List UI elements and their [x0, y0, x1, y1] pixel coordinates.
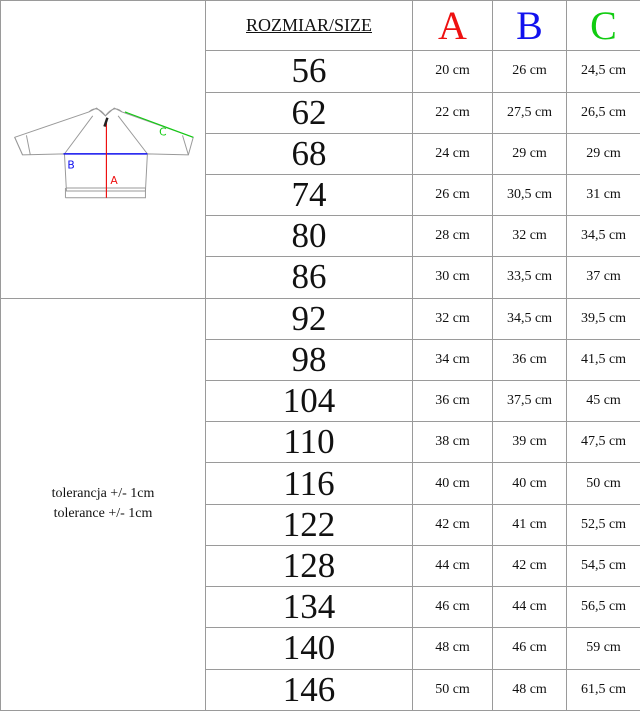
- diagram-label-a: A: [110, 174, 118, 187]
- size-cell: 116: [205, 462, 413, 505]
- measure-b-cell: 41 cm: [492, 503, 567, 546]
- measure-b-cell: 34,5 cm: [492, 297, 567, 340]
- measure-c-cell: 34,5 cm: [566, 215, 640, 258]
- measure-a-cell: 20 cm: [412, 50, 493, 93]
- measure-c-cell: 29 cm: [566, 132, 640, 175]
- size-cell: 110: [205, 421, 413, 464]
- measure-c-cell: 45 cm: [566, 380, 640, 423]
- size-cell: 68: [205, 132, 413, 175]
- diagram-label-b: B: [67, 159, 74, 172]
- measure-b-cell: 40 cm: [492, 462, 567, 505]
- measure-b-cell: 29 cm: [492, 132, 567, 175]
- table-row: 146 50 cm 48 cm 61,5 cm: [1, 668, 640, 711]
- measure-b-cell: 42 cm: [492, 544, 567, 588]
- size-cell: 92: [205, 297, 413, 340]
- measure-c-cell: 24,5 cm: [566, 50, 640, 93]
- measure-b-cell: 39 cm: [492, 421, 567, 464]
- size-cell: 80: [205, 215, 413, 258]
- table-row: 62 22 cm 27,5 cm 26,5 cm: [1, 91, 640, 134]
- measure-b-cell: 46 cm: [492, 627, 567, 670]
- size-column-header: ROZMIAR/SIZE: [205, 0, 413, 52]
- table-row: 56 20 cm 26 cm 24,5 cm: [1, 50, 640, 93]
- table-row: 140 48 cm 46 cm 59 cm: [1, 627, 640, 670]
- column-b-header: B: [492, 0, 567, 52]
- column-c-header: C: [566, 0, 640, 52]
- size-cell: 98: [205, 338, 413, 382]
- measure-a-cell: 28 cm: [412, 215, 493, 258]
- measure-b-cell: 44 cm: [492, 586, 567, 629]
- measure-b-cell: 33,5 cm: [492, 256, 567, 299]
- measure-b-cell: 27,5 cm: [492, 91, 567, 134]
- measure-a-cell: 48 cm: [412, 627, 493, 670]
- size-cell: 128: [205, 544, 413, 588]
- measure-b-cell: 32 cm: [492, 215, 567, 258]
- size-cell: 122: [205, 503, 413, 546]
- table-row: 122 42 cm 41 cm 52,5 cm: [1, 503, 640, 546]
- table-row: 128 44 cm 42 cm 54,5 cm: [1, 544, 640, 588]
- table-row: 86 30 cm 33,5 cm 37 cm: [1, 256, 640, 299]
- measure-a-cell: 24 cm: [412, 132, 493, 175]
- measure-a-cell: 50 cm: [412, 668, 493, 711]
- measure-c-cell: 26,5 cm: [566, 91, 640, 134]
- tolerance-en: tolerance +/- 1cm: [53, 506, 153, 522]
- measure-c-cell: 61,5 cm: [566, 668, 640, 711]
- measure-b-cell: 36 cm: [492, 338, 567, 382]
- measure-a-cell: 38 cm: [412, 421, 493, 464]
- header-row: A B C ROZMIAR/SIZE A B C: [0, 0, 640, 299]
- tolerance-cell: tolerancja +/- 1cm tolerance +/- 1cm: [0, 297, 206, 711]
- measure-b-cell: 37,5 cm: [492, 380, 567, 423]
- measure-c-cell: 41,5 cm: [566, 338, 640, 382]
- size-cell: 104: [205, 380, 413, 423]
- column-a-header: A: [412, 0, 493, 52]
- diagram-label-c: C: [159, 126, 166, 139]
- measure-a-cell: 46 cm: [412, 586, 493, 629]
- measure-a-cell: 44 cm: [412, 544, 493, 588]
- size-cell: 134: [205, 586, 413, 629]
- measure-a-cell: 34 cm: [412, 338, 493, 382]
- measure-c-cell: 56,5 cm: [566, 586, 640, 629]
- measure-c-cell: 54,5 cm: [566, 544, 640, 588]
- measure-a-cell: 36 cm: [412, 380, 493, 423]
- size-cell: 62: [205, 91, 413, 134]
- measure-a-cell: 30 cm: [412, 256, 493, 299]
- measure-a-cell: 26 cm: [412, 173, 493, 217]
- measure-a-cell: 22 cm: [412, 91, 493, 134]
- measure-c-cell: 47,5 cm: [566, 421, 640, 464]
- size-cell: 56: [205, 50, 413, 93]
- size-cell: 140: [205, 627, 413, 670]
- diagram-cell: A B C: [0, 0, 206, 299]
- measure-c-cell: 52,5 cm: [566, 503, 640, 546]
- measure-c-cell: 37 cm: [566, 256, 640, 299]
- measure-c-cell: 39,5 cm: [566, 297, 640, 340]
- measure-a-cell: 40 cm: [412, 462, 493, 505]
- table-row: 98 34 cm 36 cm 41,5 cm: [1, 338, 640, 382]
- table-row: tolerancja +/- 1cm tolerance +/- 1cm 92 32 …: [0, 297, 640, 711]
- table-row: 74 26 cm 30,5 cm 31 cm: [1, 173, 640, 217]
- measure-c-cell: 50 cm: [566, 462, 640, 505]
- size-cell: 146: [205, 668, 413, 711]
- measure-a-cell: 32 cm: [412, 297, 493, 340]
- measure-c-cell: 31 cm: [566, 173, 640, 217]
- measure-b-cell: 30,5 cm: [492, 173, 567, 217]
- measure-c-cell: 59 cm: [566, 627, 640, 670]
- tolerance-pl: tolerancja +/- 1cm: [51, 486, 155, 502]
- jacket-measurement-icon: A B C: [14, 107, 194, 199]
- size-cell: 86: [205, 256, 413, 299]
- measure-b-cell: 26 cm: [492, 50, 567, 93]
- table-row: 116 40 cm 40 cm 50 cm: [1, 462, 640, 505]
- measure-a-cell: 42 cm: [412, 503, 493, 546]
- size-cell: 74: [205, 173, 413, 217]
- measure-b-cell: 48 cm: [492, 668, 567, 711]
